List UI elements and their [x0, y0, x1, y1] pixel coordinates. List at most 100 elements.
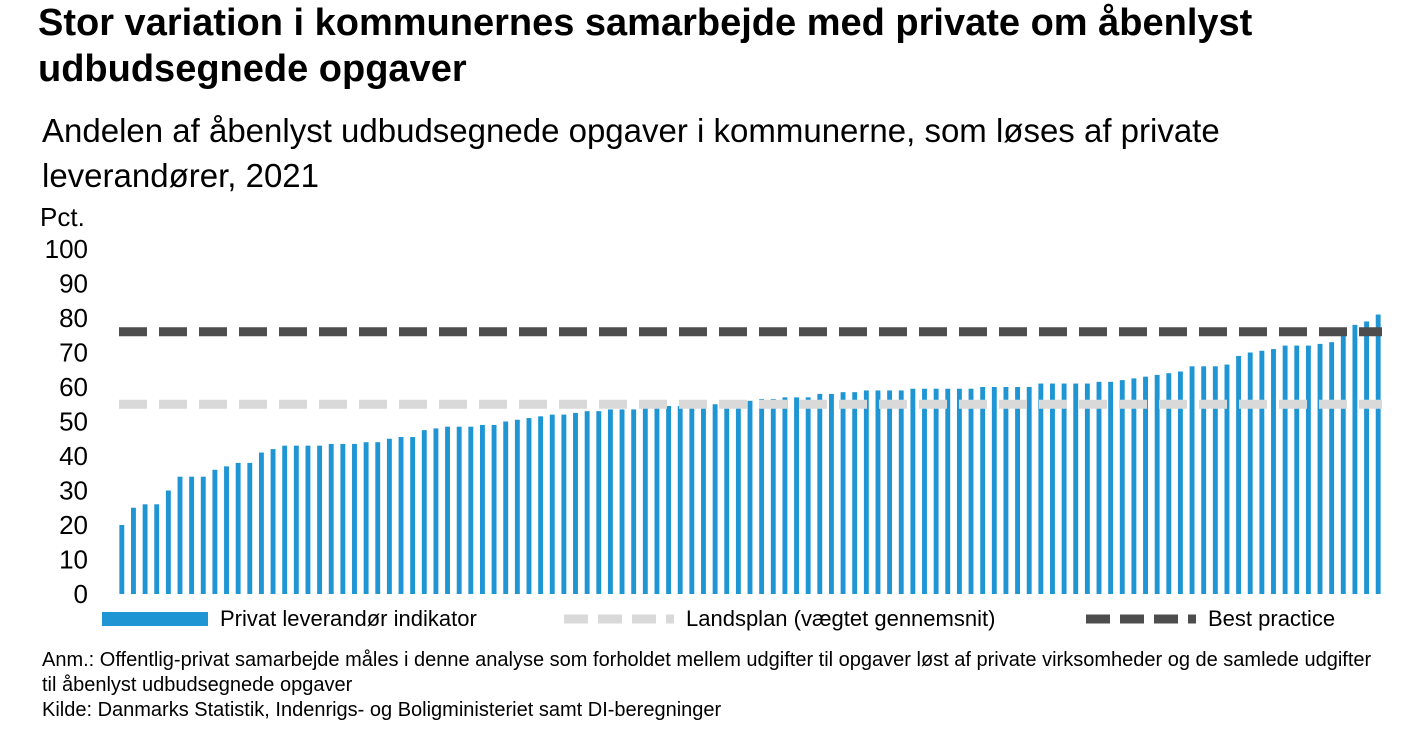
bar: [1364, 321, 1369, 594]
bar: [875, 390, 881, 594]
bar: [956, 388, 962, 594]
bar: [1282, 345, 1288, 594]
bar: [724, 402, 730, 594]
bar: [1352, 324, 1358, 594]
y-tick-label: 100: [45, 234, 88, 264]
bar: [1061, 383, 1067, 594]
y-tick-label: 90: [59, 269, 88, 299]
bar: [1224, 364, 1230, 594]
bar: [421, 430, 427, 595]
bar: [666, 405, 672, 594]
bar: [1259, 350, 1265, 594]
bar: [1003, 387, 1009, 594]
legend-swatch-best: [1086, 614, 1196, 624]
legend-item-national: Landsplan (vægtet gennemsnit): [564, 606, 995, 632]
bar: [1271, 349, 1276, 594]
bar: [1038, 383, 1044, 594]
y-tick-label: 20: [59, 510, 88, 540]
bar: [561, 414, 567, 594]
bar: [1375, 314, 1381, 594]
bar: [1166, 373, 1172, 594]
bar: [759, 399, 765, 594]
y-tick-label: 70: [59, 338, 88, 368]
legend: Privat leverandør indikator Landsplan (v…: [0, 606, 1402, 638]
bar: [607, 409, 613, 594]
y-tick-label: 10: [59, 545, 88, 575]
y-tick-label: 50: [59, 407, 88, 437]
bar: [1131, 378, 1137, 595]
bar: [456, 426, 462, 594]
bar: [1119, 380, 1125, 594]
bar: [270, 449, 276, 594]
bar: [258, 452, 264, 594]
bar: [573, 412, 578, 595]
legend-label-series: Privat leverandør indikator: [220, 606, 477, 631]
bar: [805, 397, 811, 594]
bar: [887, 390, 893, 594]
bar: [654, 405, 660, 594]
bar: [794, 397, 799, 594]
bar: [863, 390, 869, 594]
bar: [1294, 345, 1300, 594]
bar: [514, 419, 520, 594]
legend-swatch-bar: [102, 612, 208, 626]
bar: [1015, 387, 1021, 594]
y-tick-label: 60: [59, 372, 88, 402]
bar: [212, 469, 218, 594]
bar: [177, 476, 183, 594]
bar: [1177, 371, 1183, 594]
bar: [1212, 366, 1218, 594]
legend-item-best: Best practice: [1086, 606, 1335, 632]
note-source: Kilde: Danmarks Statistik, Indenrigs- og…: [42, 699, 722, 721]
bar: [980, 387, 986, 594]
bar: [1026, 387, 1032, 594]
bar: [1317, 343, 1323, 595]
y-tick-label: 0: [74, 579, 88, 609]
bar: [828, 393, 834, 594]
y-tick-label: 30: [59, 476, 88, 506]
chart-subtitle: Andelen af åbenlyst udbudsegnede opgaver…: [42, 112, 1220, 194]
bar: [189, 476, 195, 594]
bar: [1050, 383, 1055, 594]
bar: [398, 437, 404, 594]
bar: [747, 400, 753, 594]
bar: [386, 438, 392, 594]
bar: [119, 525, 125, 594]
legend-swatch-national: [564, 614, 674, 624]
legend-label-best: Best practice: [1208, 606, 1336, 631]
bar: [1143, 376, 1148, 594]
chart-notes: Anm.: Offentlig-privat samarbejde måles …: [42, 648, 1382, 723]
bar: [352, 443, 357, 594]
legend-label-national: Landsplan (vægtet gennemsnit): [686, 606, 996, 631]
bar: [165, 490, 171, 594]
bar: [1305, 345, 1311, 594]
bar: [375, 442, 381, 594]
bar: [305, 445, 311, 594]
bar: [945, 388, 951, 594]
bar: [933, 388, 939, 594]
bar: [770, 399, 776, 594]
bar: [1247, 352, 1253, 594]
bar: [991, 387, 997, 594]
bar: [363, 442, 369, 594]
bar: [340, 443, 346, 594]
bar: [782, 397, 788, 594]
bar: [538, 416, 544, 594]
bar: [735, 400, 741, 594]
bar: [445, 426, 450, 594]
bar: [200, 476, 206, 594]
bar: [1236, 355, 1242, 594]
bar: [677, 405, 683, 594]
y-tick-label: 80: [59, 303, 88, 333]
bar: [701, 404, 706, 594]
bar: [584, 411, 590, 594]
chart-title: Stor variation i kommunernes samarbejde …: [38, 2, 1253, 90]
y-axis-ticks: 0 10 20 30 40 50 60 70 80 90 100: [45, 234, 88, 609]
bar: [1073, 383, 1079, 594]
bar: [293, 445, 299, 594]
bar: [526, 418, 532, 594]
bar: [922, 388, 927, 594]
y-axis-unit-label: Pct.: [40, 202, 85, 232]
note-anm: Anm.: Offentlig-privat samarbejde måles …: [42, 649, 1372, 696]
bar: [1154, 374, 1160, 594]
